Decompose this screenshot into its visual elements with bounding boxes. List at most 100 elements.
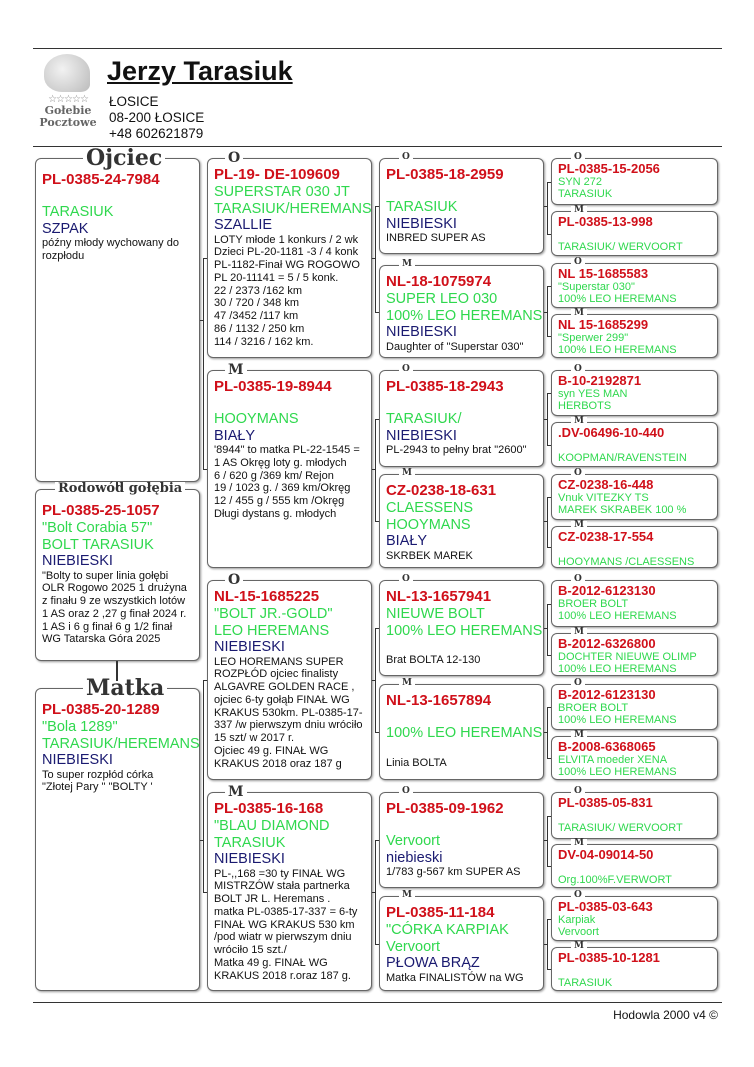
parent-label: M bbox=[399, 679, 415, 688]
ancestor-card[interactable]: NL-15-1685225 "BOLT JR.-GOLD" LEO HEREMANS… bbox=[207, 580, 372, 780]
address-postal: 08-200 ŁOSICE bbox=[109, 110, 205, 125]
ancestor-card[interactable]: PL-0385-13-998 TARASIUK/ WERVOORT bbox=[551, 211, 718, 256]
spacer bbox=[214, 396, 365, 411]
spacer bbox=[558, 810, 711, 822]
spacer bbox=[386, 742, 537, 757]
notes: Matka FINALISTÓW na WG bbox=[386, 971, 524, 984]
connector-line bbox=[203, 258, 204, 469]
parent-label: M bbox=[399, 891, 415, 900]
strain-line: SUPER LEO 030 bbox=[386, 291, 498, 307]
strain-line: "Bola 1289" bbox=[42, 719, 118, 735]
strain-line: TARASIUK/ WERVOORT bbox=[558, 241, 683, 253]
ancestor-card[interactable]: PL-0385-05-831 TARASIUK/ WERVOORT bbox=[551, 792, 718, 839]
ancestor-card[interactable]: PL-0385-03-643 Karpiak Vervoort bbox=[551, 896, 718, 941]
subject-card[interactable]: PL-0385-25-1057 "Bolt Corabia 57" BOLT TAR… bbox=[35, 489, 200, 661]
strain-line: ELVITA moeder XENA bbox=[558, 754, 668, 766]
connector-line bbox=[375, 521, 379, 522]
strain-line: TARASIUK bbox=[214, 834, 286, 851]
ring-number: B-2012-6123130 bbox=[558, 687, 656, 702]
parent-label: M bbox=[571, 839, 587, 848]
parent-label: M bbox=[399, 260, 415, 269]
ancestor-card[interactable]: PL-0385-18-2959 TARASIUK NIEBIESKI INBRED S… bbox=[379, 158, 544, 254]
ancestor-card[interactable]: CZ-0238-17-554 HOOYMANS /CLAESSENS bbox=[551, 526, 718, 568]
color-line: SZALLIE bbox=[214, 217, 273, 233]
connector-line bbox=[547, 336, 551, 337]
strain-line: Vervoort bbox=[386, 938, 440, 955]
parent-label: M bbox=[571, 731, 587, 740]
strain-line: 100% LEO HEREMANS bbox=[386, 622, 543, 639]
color-line: NIEBIESKI bbox=[42, 553, 113, 569]
ancestor-card[interactable]: NL-18-1075974 SUPER LEO 030 100% LEO HEREM… bbox=[379, 265, 544, 358]
parent-label: M bbox=[225, 363, 247, 377]
ancestor-card[interactable]: PL-0385-18-2943 TARASIUK/NIEBIESKI PL-2943… bbox=[379, 370, 544, 467]
ring-number: NL-15-1685225 bbox=[214, 588, 320, 605]
parent-label: O bbox=[571, 153, 585, 162]
ancestor-card[interactable]: PL-0385-11-184 "CÓRKA KARPIAK Vervoort PŁOW… bbox=[379, 896, 544, 991]
connector-line bbox=[372, 891, 376, 893]
ancestor-card[interactable]: CZ-0238-16-448 Vnuk VITEZKY TS MAREK SKRAB… bbox=[551, 474, 718, 520]
strain-line: 100% LEO HEREMANS bbox=[558, 293, 677, 305]
ancestor-card[interactable]: DV-04-09014-50 Org.100%F.VERWORT bbox=[551, 844, 718, 888]
parent-label: O bbox=[225, 151, 244, 165]
connector-line bbox=[375, 943, 379, 945]
strain-line: HERBOTS bbox=[558, 400, 612, 412]
ring-number: CZ-0238-16-448 bbox=[558, 477, 654, 492]
stars-icon: ☆☆☆☆☆ bbox=[48, 94, 89, 105]
connector-line bbox=[544, 418, 548, 420]
ancestor-card[interactable]: PL-0385-15-2056 SYN 272 TARASIUK bbox=[551, 158, 718, 205]
ancestor-card[interactable]: .DV-06496-10-440 KOOPMAN/RAVENSTEIN bbox=[551, 422, 718, 467]
connector-line bbox=[375, 206, 379, 207]
ring-number: PL-0385-24-7984 bbox=[42, 171, 160, 188]
logo-text: Gołebie bbox=[44, 104, 92, 117]
strain-line: MAREK SKRABEK 100 % bbox=[558, 504, 687, 516]
parent-label: O bbox=[399, 365, 413, 374]
parent-label: O bbox=[571, 679, 585, 688]
color-line: niebieski bbox=[386, 849, 443, 866]
connector-line bbox=[544, 732, 548, 733]
ancestor-card[interactable]: NL 15-1685583 "Superstar 030" 100% LEO HER… bbox=[551, 263, 718, 308]
ancestor-card[interactable]: CZ-0238-18-631 CLAESSENS HOOYMANS BIAŁY SKR… bbox=[379, 474, 544, 568]
parent-label: M bbox=[571, 942, 587, 951]
strain-line: "Bolt Corabia 57" bbox=[42, 520, 153, 536]
connector-line bbox=[547, 707, 548, 758]
ancestor-card[interactable]: PL-0385-16-168 "BLAU DIAMOND TARASIUK NIEBI… bbox=[207, 792, 372, 991]
connector-line bbox=[544, 943, 548, 945]
ancestor-card[interactable]: B-10-2192871 syn YES MAN HERBOTS bbox=[551, 370, 718, 416]
connector-line bbox=[547, 707, 551, 708]
logo-text: Pocztowe bbox=[39, 116, 97, 129]
ring-number: PL-0385-15-2056 bbox=[558, 161, 660, 176]
ring-number: DV-04-09014-50 bbox=[558, 847, 654, 862]
connector-line bbox=[203, 680, 204, 892]
color-line: BIAŁY bbox=[214, 427, 256, 444]
strain-line: 100% LEO HEREMANS bbox=[386, 725, 543, 741]
ancestor-card[interactable]: NL-13-1657894 100% LEO HEREMANS Linia BOLT… bbox=[379, 684, 544, 780]
notes: "Bolty to super linia gołębi OLR Rogowo … bbox=[42, 569, 187, 646]
ring-number: PL-0385-18-2959 bbox=[386, 166, 504, 183]
dam-card[interactable]: PL-0385-20-1289 "Bola 1289" TARASIUK/HEREM… bbox=[35, 688, 200, 991]
notes: LEO HOREMANS SUPER ROZPŁÓD ojciec finali… bbox=[214, 655, 363, 770]
ancestor-card[interactable]: B-2012-6326800 DOCHTER NIEUWE OLIMP 100% L… bbox=[551, 633, 718, 676]
connector-line bbox=[203, 891, 207, 893]
ring-number: PL-0385-19-8944 bbox=[214, 378, 332, 395]
ancestor-card[interactable]: B-2012-6123130 BROER BOLT 100% LEO HEREMAN… bbox=[551, 684, 718, 730]
strain-line: Vervoort bbox=[558, 926, 599, 938]
ancestor-card[interactable]: PL-0385-09-1962 Vervoort niebieski 1/783 g-… bbox=[379, 792, 544, 888]
sire-card[interactable]: PL-0385-24-7984 TARASIUK SZPAK późny młody … bbox=[35, 158, 200, 482]
ancestor-card[interactable]: PL-0385-10-1281 TARASIUK bbox=[551, 947, 718, 991]
strain-line: CLAESSENS bbox=[386, 500, 474, 516]
ancestor-card[interactable]: PL-0385-19-8944 HOOYMANS BIAŁY '8944" to ma… bbox=[207, 370, 372, 568]
connector-line bbox=[547, 181, 548, 234]
strain-line: HOOYMANS bbox=[386, 516, 471, 533]
strain-line: 100% LEO HEREMANS bbox=[558, 714, 677, 726]
connector-line bbox=[544, 521, 548, 522]
connector-line bbox=[544, 206, 548, 207]
ancestor-card[interactable]: NL 15-1685299 "Sperwer 299" 100% LEO HEREM… bbox=[551, 314, 718, 358]
ancestor-card[interactable]: B-2012-6123130 BROER BOLT 100% LEO HEREMAN… bbox=[551, 580, 718, 627]
ancestor-card[interactable]: PL-19- DE-109609 SUPERSTAR 030 JT TARASIUK… bbox=[207, 158, 372, 358]
ancestor-card[interactable]: NL-13-1657941 NIEUWE BOLT 100% LEO HEREMAN… bbox=[379, 580, 544, 676]
spacer bbox=[558, 544, 711, 556]
color-line: NIEBIESKI bbox=[214, 639, 285, 655]
connector-line bbox=[547, 918, 551, 920]
ancestor-card[interactable]: B-2008-6368065 ELVITA moeder XENA 100% LEO… bbox=[551, 736, 718, 780]
color-line: NIEBIESKI bbox=[386, 215, 457, 232]
